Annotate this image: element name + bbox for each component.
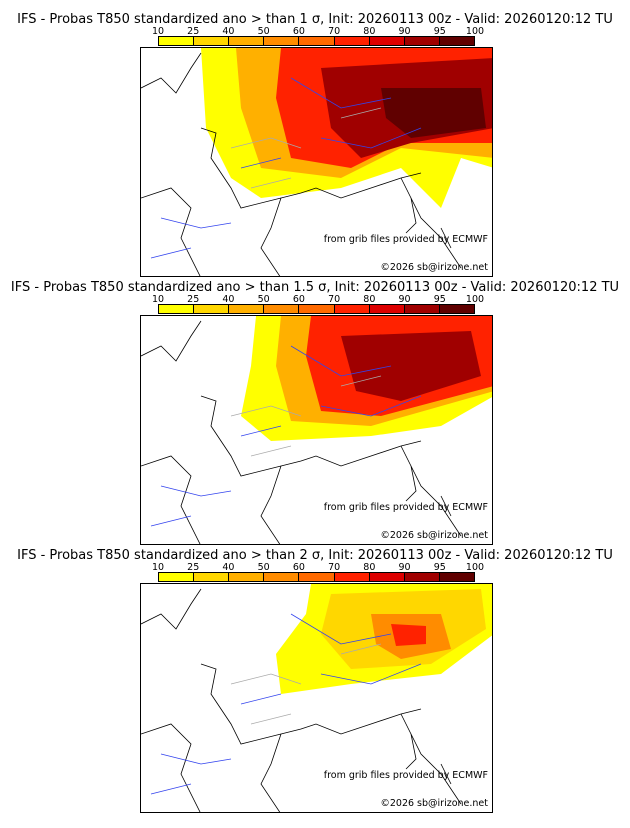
- colorbar-segment: [299, 305, 335, 313]
- colorbar-segment: [439, 37, 474, 45]
- probability-area: [381, 88, 486, 138]
- map: from grib files provided by ECMWF ©2026 …: [140, 47, 493, 277]
- colorbar-tick: 60: [292, 294, 305, 305]
- source-credit: from grib files provided by ECMWF: [323, 770, 488, 781]
- panel-title: IFS - Probas T850 standardized ano > tha…: [17, 12, 613, 27]
- copyright: ©2026 sb@irizone.net: [380, 530, 488, 541]
- colorbar-tick: 95: [433, 26, 446, 37]
- colorbar-tick: 40: [222, 26, 235, 37]
- colorbar-segment: [159, 37, 195, 45]
- colorbar-segment: [194, 305, 230, 313]
- colorbar-tick: 90: [398, 294, 411, 305]
- coastline: [141, 52, 462, 276]
- rivers: [150, 77, 422, 259]
- coastline: [141, 588, 462, 812]
- borders: [230, 107, 382, 189]
- colorbar-tick: 40: [222, 562, 235, 573]
- colorbar-tick: 80: [363, 562, 376, 573]
- colorbar-tick: 10: [151, 294, 165, 305]
- colorbar-segment: [229, 305, 265, 313]
- colorbar-tick: 100: [465, 26, 485, 37]
- colorbar-segment: [194, 37, 230, 45]
- map: from grib files provided by ECMWF ©2026 …: [140, 315, 493, 545]
- colorbar-segment: [264, 573, 300, 581]
- colorbar-segment: [369, 37, 405, 45]
- colorbar-segment: [334, 573, 370, 581]
- colorbar-segment: [264, 305, 300, 313]
- rivers: [150, 345, 422, 527]
- panel-title: IFS - Probas T850 standardized ano > tha…: [10, 280, 620, 295]
- map: from grib files provided by ECMWF ©2026 …: [140, 583, 493, 813]
- colorbar: [158, 304, 475, 314]
- coastline: [141, 320, 462, 544]
- colorbar-tick: 70: [328, 294, 341, 305]
- colorbar-segment: [439, 305, 474, 313]
- colorbar-segment: [159, 573, 195, 581]
- colorbar-tick: 70: [328, 562, 341, 573]
- colorbar-tick: 50: [257, 26, 270, 37]
- colorbar-segment: [439, 573, 474, 581]
- colorbar-tick: 60: [292, 562, 305, 573]
- colorbar-tick: 80: [363, 294, 376, 305]
- borders: [230, 643, 382, 725]
- colorbar-tick: 25: [187, 26, 200, 37]
- colorbar-segment: [369, 305, 405, 313]
- colorbar-segment: [194, 573, 230, 581]
- colorbar-tick: 90: [398, 26, 411, 37]
- colorbar-segment: [159, 305, 195, 313]
- colorbar-tick: 80: [363, 26, 376, 37]
- colorbar-segment: [404, 37, 440, 45]
- copyright: ©2026 sb@irizone.net: [380, 262, 488, 273]
- probability-area: [341, 331, 481, 401]
- source-credit: from grib files provided by ECMWF: [323, 234, 488, 245]
- colorbar-segment: [334, 305, 370, 313]
- colorbar-ticks: 10 25 40 50 60 70 80 90 95 100: [152, 294, 484, 305]
- colorbar-segment: [404, 573, 440, 581]
- colorbar-tick: 50: [257, 294, 270, 305]
- colorbar-segment: [229, 37, 265, 45]
- colorbar-segment: [299, 37, 335, 45]
- colorbar-tick: 40: [222, 294, 235, 305]
- panel-title: IFS - Probas T850 standardized ano > tha…: [17, 548, 613, 563]
- colorbar-segment: [299, 573, 335, 581]
- colorbar-tick: 60: [292, 26, 305, 37]
- colorbar-tick: 100: [465, 562, 485, 573]
- source-credit: from grib files provided by ECMWF: [323, 502, 488, 513]
- colorbar-tick: 25: [187, 294, 200, 305]
- colorbar-tick: 50: [257, 562, 270, 573]
- colorbar-segment: [334, 37, 370, 45]
- colorbar-ticks: 10 25 40 50 60 70 80 90 95 100: [152, 26, 484, 37]
- colorbar-segment: [264, 37, 300, 45]
- colorbar-tick: 90: [398, 562, 411, 573]
- colorbar-tick: 95: [433, 294, 446, 305]
- probability-area: [391, 624, 426, 646]
- colorbar-ticks: 10 25 40 50 60 70 80 90 95 100: [152, 562, 484, 573]
- colorbar-tick: 10: [151, 26, 165, 37]
- colorbar-segment: [404, 305, 440, 313]
- colorbar-segment: [229, 573, 265, 581]
- colorbar-tick: 10: [151, 562, 165, 573]
- colorbar-tick: 70: [328, 26, 341, 37]
- colorbar-tick: 95: [433, 562, 446, 573]
- colorbar-tick: 25: [187, 562, 200, 573]
- borders: [230, 375, 382, 457]
- colorbar: [158, 572, 475, 582]
- colorbar-segment: [369, 573, 405, 581]
- copyright: ©2026 sb@irizone.net: [380, 798, 488, 809]
- colorbar: [158, 36, 475, 46]
- rivers: [150, 613, 422, 795]
- colorbar-tick: 100: [465, 294, 485, 305]
